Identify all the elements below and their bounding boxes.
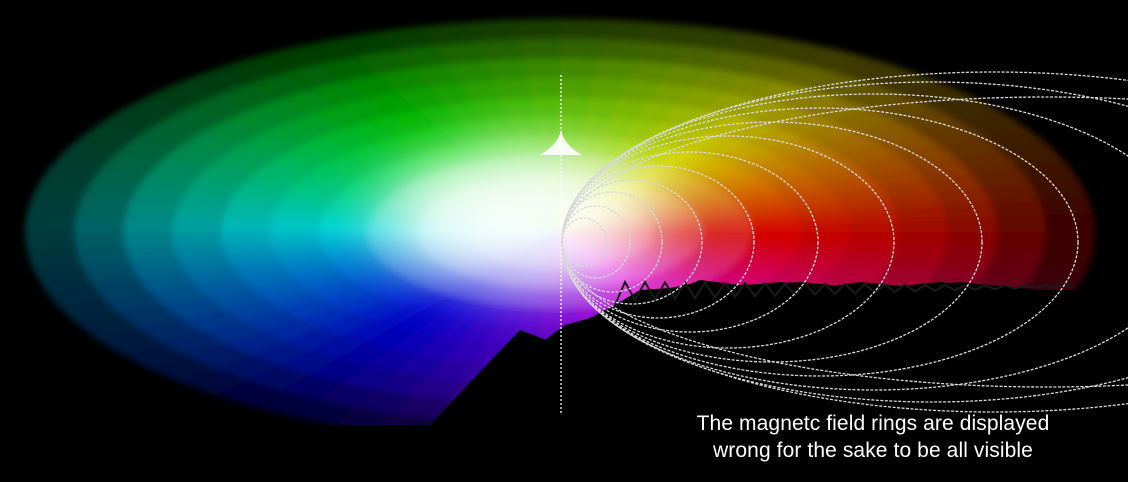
wave-crest-ridge (614, 279, 1076, 306)
caption-line-1: The magnetc field rings are displayed (696, 412, 1050, 435)
caption-text: The magnetc field rings are displayed wr… (640, 410, 1106, 464)
cutaway-wedge (430, 282, 1128, 482)
center-spike (540, 75, 582, 415)
field-ring (561, 217, 607, 267)
field-ring (561, 191, 663, 293)
magnetic-field-rings (561, 71, 1128, 413)
caption-line-2: wrong for the sake to be all visible (713, 439, 1033, 462)
field-ring (561, 96, 1128, 388)
